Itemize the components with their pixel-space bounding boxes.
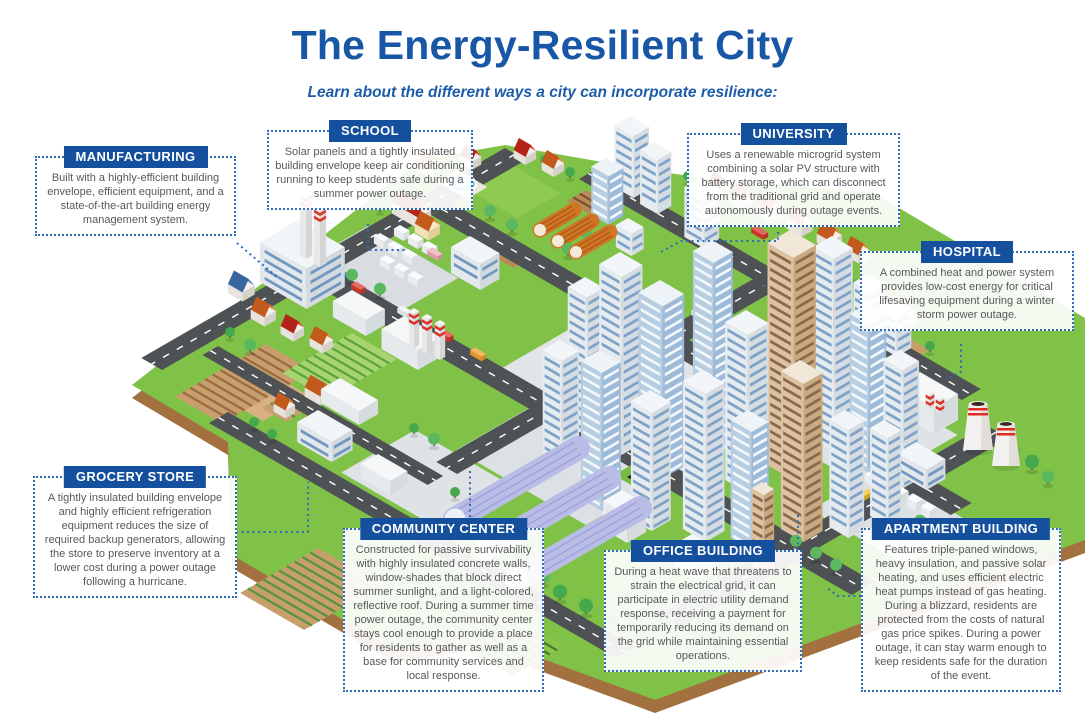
callout-apartment-building-text: Features triple-paned windows, heavy ins… xyxy=(874,544,1048,682)
callout-school: SCHOOL Solar panels and a tightly insula… xyxy=(267,120,473,210)
callout-hospital: HOSPITAL A combined heat and power syste… xyxy=(860,241,1074,331)
leader-lines xyxy=(236,224,962,597)
page-title: The Energy-Resilient City xyxy=(291,22,794,68)
callout-hospital-text: A combined heat and power system provide… xyxy=(879,267,1055,321)
callout-office-building-text: During a heat wave that threatens to str… xyxy=(614,566,792,662)
callout-apartment-building: APARTMENT BUILDING Features triple-paned… xyxy=(861,518,1061,692)
callout-school-title: SCHOOL xyxy=(328,120,412,142)
callout-grocery-store: GROCERY STORE A tightly insulated buildi… xyxy=(33,466,237,598)
grocery-store-icon xyxy=(297,410,353,462)
callout-community-center: COMMUNITY CENTER Constructed for passive… xyxy=(343,518,544,692)
callout-apartment-building-title: APARTMENT BUILDING xyxy=(871,518,1051,540)
callout-manufacturing-text: Built with a highly-efficient building e… xyxy=(47,172,224,226)
cooling-tower-icon xyxy=(963,401,993,456)
callout-community-center-text: Constructed for passive survivability wi… xyxy=(353,544,534,682)
callout-university-text: Uses a renewable microgrid system combin… xyxy=(701,149,886,217)
callout-manufacturing-title: MANUFACTURING xyxy=(63,146,208,168)
callout-community-center-title: COMMUNITY CENTER xyxy=(359,518,528,540)
callout-office-building-title: OFFICE BUILDING xyxy=(630,540,776,562)
callout-school-text: Solar panels and a tightly insulated bui… xyxy=(275,146,465,200)
apartment-tower-icon xyxy=(780,360,823,542)
callout-hospital-title: HOSPITAL xyxy=(921,241,1013,263)
callout-university-title: UNIVERSITY xyxy=(740,123,847,145)
callout-grocery-store-title: GROCERY STORE xyxy=(63,466,207,488)
callout-university: UNIVERSITY Uses a renewable microgrid sy… xyxy=(687,123,900,227)
callout-grocery-store-text: A tightly insulated building envelope an… xyxy=(44,492,226,588)
callout-manufacturing: MANUFACTURING Built with a highly-effici… xyxy=(35,146,236,236)
page-subtitle: Learn about the different ways a city ca… xyxy=(307,84,778,101)
cooling-tower-icon xyxy=(992,421,1020,471)
callout-office-building: OFFICE BUILDING During a heat wave that … xyxy=(604,540,802,672)
